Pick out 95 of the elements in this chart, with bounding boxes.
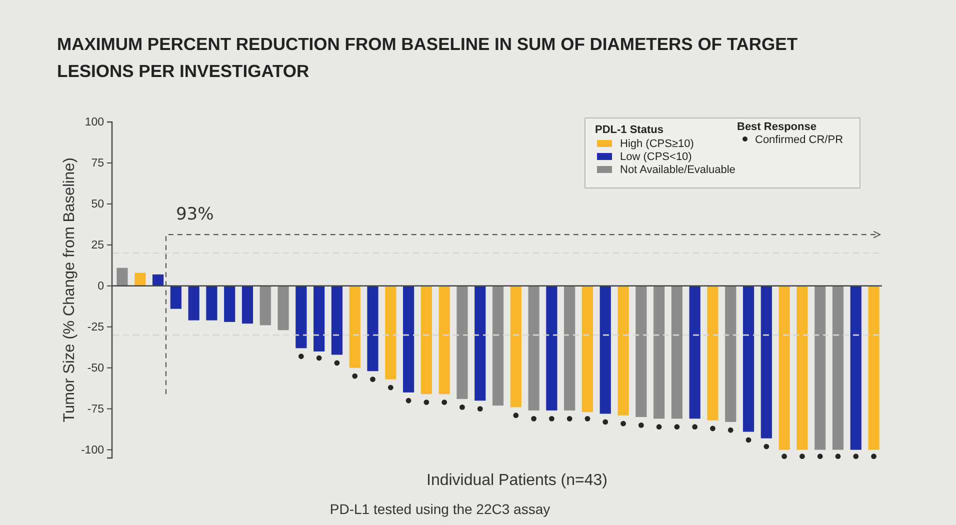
bar xyxy=(582,286,594,412)
legend-label: Low (CPS<10) xyxy=(620,151,692,163)
bar xyxy=(278,286,289,330)
point xyxy=(460,404,465,410)
bar xyxy=(402,286,414,392)
bar xyxy=(510,286,522,408)
annotation: 93% xyxy=(176,204,214,225)
point xyxy=(728,427,734,433)
point xyxy=(853,454,859,460)
chart-title: MAXIMUM PERCENT REDUCTION FROM BASELINE IN SUM OF DIAMETERS OF TARGET LESIONS PER INVESTIGATOR xyxy=(57,34,798,81)
legend-label: Confirmed CR/PR xyxy=(755,134,844,146)
point xyxy=(424,400,430,405)
bar xyxy=(528,286,540,410)
bar xyxy=(564,286,576,410)
point xyxy=(513,412,519,418)
point xyxy=(746,437,752,443)
point xyxy=(620,420,626,426)
point xyxy=(799,454,805,460)
point xyxy=(370,376,376,382)
point xyxy=(477,406,483,412)
bar xyxy=(188,286,200,320)
legend-label: Not Available/Evaluable xyxy=(620,164,736,176)
bar xyxy=(653,286,665,419)
bar xyxy=(742,286,754,432)
bar xyxy=(296,286,307,348)
bar xyxy=(600,286,611,414)
point xyxy=(835,454,841,460)
bar xyxy=(814,286,826,450)
bar xyxy=(242,286,254,324)
bar xyxy=(707,286,718,420)
bar xyxy=(492,286,504,406)
point xyxy=(406,398,412,404)
text: PD-L1 tested using the 22C3 assay xyxy=(330,501,550,517)
bar xyxy=(116,268,128,286)
point xyxy=(602,419,608,425)
legend-label: High (CPS≥10) xyxy=(620,138,694,150)
bar xyxy=(206,286,218,320)
y-tick-label: -75 xyxy=(87,404,104,416)
y-tick-label: 50 xyxy=(91,198,104,211)
bar xyxy=(689,286,700,419)
bar xyxy=(725,286,736,422)
point xyxy=(298,354,304,360)
bar xyxy=(618,286,629,416)
bar xyxy=(760,286,772,438)
y-axis-title: Tumor Size (% Change from Baseline) xyxy=(61,158,78,422)
point xyxy=(692,424,698,430)
point xyxy=(656,424,662,430)
point xyxy=(566,416,572,422)
bar xyxy=(152,274,164,286)
y-tick-label: -25 xyxy=(87,322,104,334)
bar xyxy=(474,286,486,401)
bar xyxy=(134,272,146,286)
point xyxy=(548,416,554,422)
point xyxy=(817,454,823,460)
point xyxy=(674,424,680,430)
bar xyxy=(778,286,790,450)
point xyxy=(334,360,340,366)
legend-title: PDL-1 Status xyxy=(595,124,664,136)
bar xyxy=(367,286,378,372)
bar xyxy=(314,286,325,352)
x-axis-title: Individual Patients (n=43) xyxy=(426,472,608,489)
point xyxy=(531,416,536,422)
bar xyxy=(796,286,808,450)
bar xyxy=(349,286,360,368)
bar xyxy=(385,286,396,380)
bar xyxy=(636,286,647,418)
bar xyxy=(170,286,182,309)
bar xyxy=(420,286,432,394)
bar xyxy=(224,286,236,322)
y-tick-label: 25 xyxy=(91,240,104,252)
point xyxy=(388,384,394,390)
y-tick-label: -50 xyxy=(87,362,104,375)
point xyxy=(782,454,787,460)
bar xyxy=(260,286,271,326)
annotation: Best Response xyxy=(737,121,816,133)
bar xyxy=(438,286,450,394)
bar xyxy=(546,286,558,410)
bar xyxy=(868,286,880,450)
bar xyxy=(671,286,682,419)
y-tick-label: 75 xyxy=(91,158,104,170)
bar xyxy=(850,286,862,450)
point xyxy=(584,416,590,422)
point xyxy=(316,355,322,361)
point xyxy=(442,400,448,405)
point xyxy=(764,444,770,450)
bar xyxy=(456,286,468,399)
point xyxy=(638,422,644,428)
y-tick-label: 100 xyxy=(84,116,104,129)
point xyxy=(352,373,358,379)
y-tick-label: 0 xyxy=(98,280,104,293)
point xyxy=(710,426,716,432)
bar xyxy=(832,286,844,450)
bar xyxy=(331,286,343,355)
point xyxy=(871,454,876,460)
y-tick-label: -100 xyxy=(80,444,104,456)
